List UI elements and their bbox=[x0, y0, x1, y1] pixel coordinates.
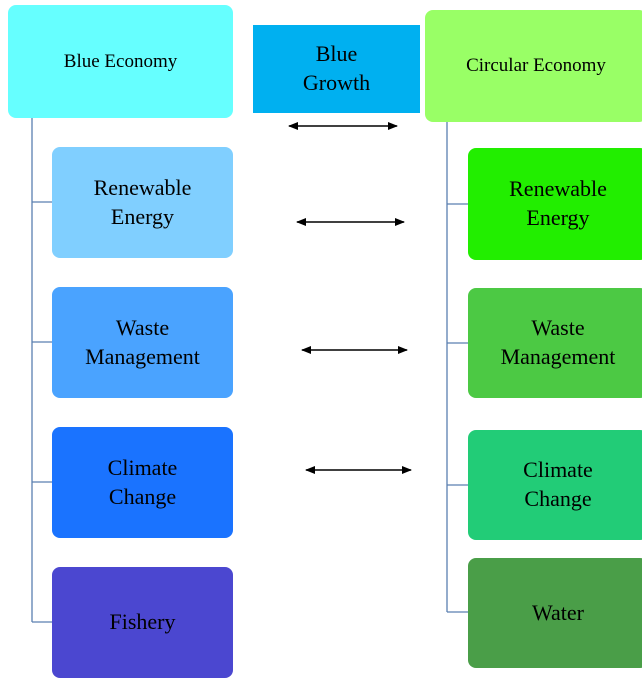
right-child-box: Climate Change bbox=[468, 430, 642, 540]
blue-growth-box: Blue Growth bbox=[253, 25, 420, 113]
left-child-box: Waste Management bbox=[52, 287, 233, 398]
label: Blue Economy bbox=[63, 50, 178, 72]
label: Climate Change bbox=[107, 454, 178, 509]
left-tree bbox=[31, 118, 52, 623]
label: Water bbox=[532, 599, 584, 625]
circular-economy-box: Circular Economy bbox=[425, 10, 642, 122]
label: Renewable Energy bbox=[93, 174, 192, 229]
label: Climate Change bbox=[523, 457, 593, 511]
label: Blue Growth bbox=[302, 41, 371, 95]
tree-lines bbox=[31, 118, 468, 623]
label: Fishery bbox=[109, 609, 176, 635]
left-child-box: Renewable Energy bbox=[52, 147, 233, 258]
label: Waste Management bbox=[85, 314, 200, 369]
blue-economy-box: Blue Economy bbox=[8, 5, 233, 118]
label: Circular Economy bbox=[466, 55, 606, 76]
left-child-box: Climate Change bbox=[52, 427, 233, 538]
right-tree bbox=[446, 122, 468, 613]
arrows bbox=[288, 122, 412, 474]
left-child-box: Fishery bbox=[52, 567, 233, 678]
right-child-box: Water bbox=[468, 558, 642, 668]
label: Waste Management bbox=[500, 315, 616, 369]
right-child-box: Renewable Energy bbox=[468, 148, 642, 260]
right-child-box: Waste Management bbox=[468, 288, 642, 398]
label: Renewable Energy bbox=[509, 176, 607, 230]
